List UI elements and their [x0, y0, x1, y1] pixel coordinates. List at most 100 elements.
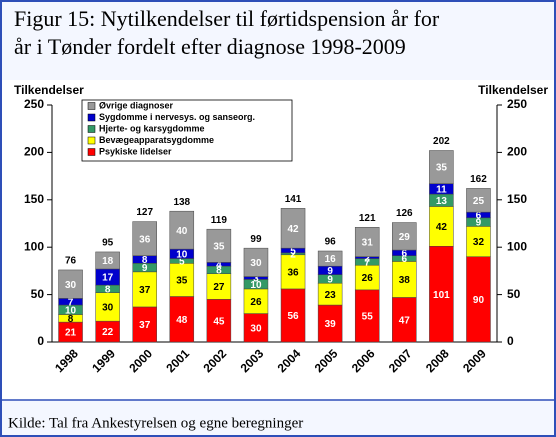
data-label: 11	[436, 185, 447, 196]
y-tick-label: 0	[37, 334, 44, 348]
total-label: 127	[136, 207, 153, 218]
legend-swatch	[87, 102, 96, 110]
data-label: 30	[65, 280, 77, 291]
data-label: 55	[362, 312, 374, 323]
data-label: 36	[287, 267, 299, 278]
bar-segment	[243, 288, 269, 314]
bar-segment	[280, 208, 306, 249]
legend-swatch	[87, 113, 96, 122]
total-label: 126	[396, 208, 413, 219]
source: Kilde: Tal fra Ankestyrelsen og egne ber…	[8, 415, 303, 431]
data-label: 18	[102, 256, 114, 267]
data-label: 39	[325, 319, 337, 330]
data-label: 38	[399, 275, 411, 286]
bar-segment	[317, 250, 343, 267]
bar-segment	[243, 247, 269, 277]
y2-tick-label: 150	[507, 192, 527, 206]
total-label: 141	[285, 194, 302, 205]
bar-segment	[243, 313, 269, 343]
data-label: 2	[364, 253, 370, 264]
data-label: 101	[433, 290, 450, 301]
y2-tick-label: 50	[507, 287, 521, 301]
bar-segment	[317, 304, 343, 343]
data-label: 6	[402, 249, 408, 260]
data-label: 6	[402, 254, 408, 265]
legend-label: Bevægeapparatsygdomme	[99, 135, 214, 145]
bar-segment	[466, 256, 491, 343]
data-label: 10	[65, 305, 77, 316]
data-label: 9	[327, 275, 333, 286]
data-label: 3	[253, 274, 259, 285]
total-label: 202	[433, 136, 450, 147]
total-label: 138	[173, 197, 190, 208]
y2-axis-label: Tilkendelser	[478, 83, 548, 97]
bar-segment	[392, 261, 417, 298]
bar-segment	[95, 251, 120, 270]
data-label: 21	[65, 328, 77, 339]
y2-tick-label: 100	[507, 239, 527, 253]
data-label: 7	[68, 297, 74, 308]
data-label: 35	[436, 163, 448, 174]
total-label: 162	[470, 174, 487, 185]
bar-segment	[429, 246, 454, 343]
bar-segment	[466, 188, 491, 213]
total-label: 95	[102, 238, 114, 249]
data-label: 35	[213, 241, 225, 252]
data-label: 42	[287, 224, 299, 235]
data-label: 23	[325, 290, 337, 301]
data-label: 40	[176, 226, 188, 237]
data-label: 45	[213, 316, 225, 327]
y-tick-label: 200	[24, 145, 44, 159]
bar-segment	[354, 264, 380, 291]
data-label: 29	[399, 232, 411, 243]
data-label: 90	[473, 295, 485, 306]
data-label: 31	[362, 238, 374, 249]
bar-segment	[429, 206, 454, 247]
data-label: 8	[216, 266, 222, 277]
legend-swatch	[87, 125, 96, 133]
y-tick-label: 100	[24, 239, 44, 253]
bar-segment	[206, 228, 232, 263]
y2-tick-label: 250	[507, 97, 527, 111]
data-label: 17	[102, 273, 114, 284]
data-label: 30	[102, 303, 114, 314]
total-label: 96	[325, 237, 337, 248]
data-label: 37	[139, 320, 151, 331]
y-tick-label: 250	[24, 97, 44, 111]
data-label: 9	[142, 263, 148, 274]
data-label: 56	[287, 311, 299, 322]
bar-segment	[95, 292, 120, 322]
bar-segment	[132, 271, 157, 308]
data-label: 9	[476, 218, 482, 229]
bar-segment	[392, 222, 417, 251]
bar-segment	[169, 210, 195, 250]
bar-segment	[132, 221, 157, 256]
legend-label: Øvrige diagnoser	[99, 100, 174, 110]
data-label: 37	[139, 285, 151, 296]
total-label: 99	[250, 234, 262, 245]
data-label: 48	[176, 315, 188, 326]
data-label: 42	[436, 222, 448, 233]
data-label: 9	[327, 266, 333, 277]
data-label: 8	[68, 314, 74, 325]
legend-box	[81, 99, 293, 162]
bar-segment	[132, 306, 157, 343]
chart-title: Figur 15: Nytilkendelser til førtidspens…	[14, 6, 440, 31]
legend-label: Sygdomme i nervesys. og sanseorg.	[99, 112, 255, 122]
data-label: 5	[290, 246, 296, 257]
data-label: 27	[213, 282, 225, 293]
bar-segment	[169, 296, 195, 343]
bar-segment	[206, 273, 232, 300]
bar-segment	[280, 254, 306, 290]
total-label: 119	[211, 215, 228, 226]
data-label: 2	[290, 249, 296, 260]
y-tick-label: 50	[31, 287, 45, 301]
y2-tick-label: 0	[507, 334, 514, 348]
legend-label: Hjerte- og karsygdomme	[99, 123, 205, 133]
data-label: 26	[250, 297, 262, 308]
y-tick-label: 150	[24, 192, 44, 206]
data-label: 16	[325, 254, 337, 265]
bar-segment	[58, 269, 83, 299]
